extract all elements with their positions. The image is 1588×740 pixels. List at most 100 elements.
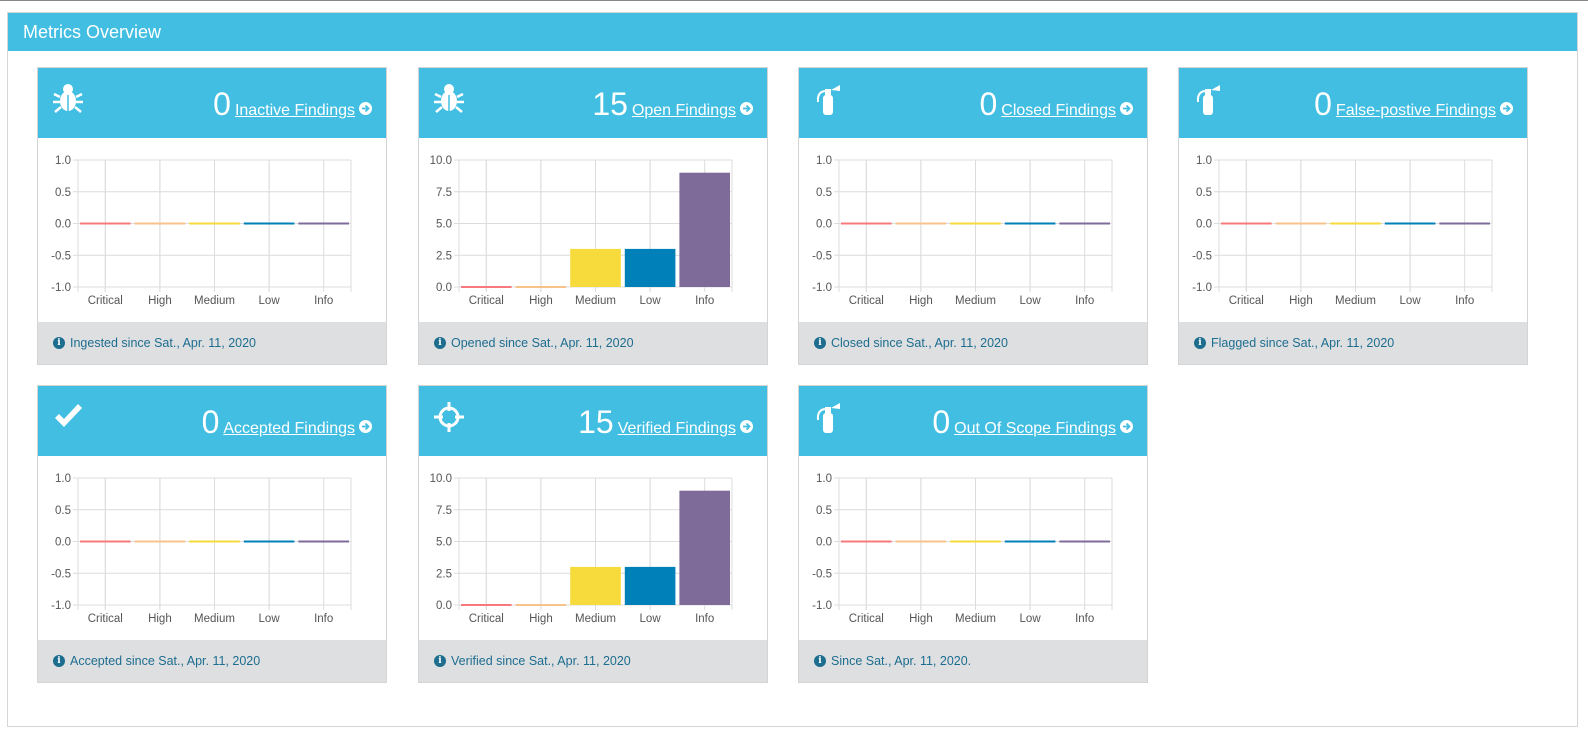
findings-link-label: False-postive Findings	[1335, 102, 1496, 119]
y-tick-label: 2.5	[436, 250, 452, 262]
footer-text: Ingested since Sat., Apr. 11, 2020	[70, 336, 257, 350]
bar-high[interactable]	[1275, 222, 1327, 225]
bar-critical[interactable]	[80, 222, 131, 225]
bar-low[interactable]	[624, 248, 676, 287]
y-tick-label: -1.0	[812, 600, 832, 612]
bar-info[interactable]	[679, 490, 730, 605]
finding-count: 0	[932, 404, 951, 440]
info-circle-icon	[1194, 337, 1206, 349]
x-tick-label: Low	[259, 613, 281, 625]
x-tick-label: Critical	[849, 613, 884, 625]
x-tick-label: High	[148, 295, 172, 307]
arrow-circle-right-icon	[359, 102, 372, 115]
card-header: 0 Out Of Scope Findings	[799, 386, 1147, 456]
card-header: 15 Verified Findings	[419, 386, 767, 456]
bar-medium[interactable]	[189, 222, 240, 225]
bar-medium[interactable]	[570, 248, 621, 287]
bar-critical[interactable]	[841, 540, 892, 543]
y-tick-label: -1.0	[51, 600, 71, 612]
y-tick-label: -0.5	[1192, 250, 1212, 262]
y-tick-label: -0.5	[812, 568, 832, 580]
footer-text: Closed since Sat., Apr. 11, 2020	[831, 336, 1008, 350]
bar-low[interactable]	[1004, 222, 1056, 225]
footer-text: Flagged since Sat., Apr. 11, 2020	[1211, 336, 1395, 350]
findings-link[interactable]: Out Of Scope Findings	[954, 420, 1133, 438]
bar-high[interactable]	[134, 222, 186, 225]
bar-critical[interactable]	[461, 286, 512, 288]
fire-extinguisher-icon	[1196, 84, 1221, 116]
bar-medium[interactable]	[1330, 222, 1381, 225]
info-circle-icon	[814, 337, 826, 349]
bar-critical[interactable]	[461, 604, 512, 606]
bar-high[interactable]	[895, 222, 947, 225]
chart-area: 10.0 7.5 5.0 2.5 0.0 Critical High Medium Low Inf…	[419, 138, 767, 324]
arrow-circle-right-icon	[1120, 420, 1133, 433]
card-footer: Since Sat., Apr. 11, 2020.	[799, 640, 1147, 682]
bar-low[interactable]	[243, 222, 295, 225]
findings-link[interactable]: False-postive Findings	[1336, 102, 1513, 120]
bar-medium[interactable]	[950, 540, 1001, 543]
bar-info[interactable]	[1059, 222, 1110, 225]
findings-link[interactable]: Inactive Findings	[235, 102, 372, 120]
bar-info[interactable]	[1439, 222, 1490, 225]
card-footer: Verified since Sat., Apr. 11, 2020	[419, 640, 767, 682]
bar-low[interactable]	[1004, 540, 1056, 543]
x-tick-label: Medium	[955, 613, 996, 625]
findings-link[interactable]: Open Findings	[632, 102, 753, 120]
y-tick-label: 5.0	[436, 537, 452, 549]
bar-high[interactable]	[515, 286, 567, 288]
bar-medium[interactable]	[950, 222, 1001, 225]
y-tick-label: 0.0	[55, 537, 71, 549]
card-title: 15 Open Findings	[592, 86, 753, 122]
card-header: 0 False-postive Findings	[1179, 68, 1527, 138]
bar-medium[interactable]	[570, 566, 621, 605]
y-tick-label: 0.0	[1196, 219, 1212, 231]
x-tick-label: Info	[1455, 295, 1474, 307]
card-title: 0 Accepted Findings	[202, 404, 372, 440]
metric-card: 15 Open Findings 10.0 7.5 5.0 2.5 0.0 Critical H…	[418, 67, 768, 365]
card-title: 15 Verified Findings	[578, 404, 753, 440]
x-tick-label: Medium	[194, 295, 235, 307]
bar-low[interactable]	[243, 540, 295, 543]
y-tick-label: 0.0	[816, 219, 832, 231]
y-tick-label: 2.5	[436, 568, 452, 580]
bar-low[interactable]	[1384, 222, 1436, 225]
findings-link[interactable]: Accepted Findings	[223, 420, 372, 438]
findings-link[interactable]: Closed Findings	[1001, 102, 1133, 120]
metric-card: 0 Inactive Findings 1.0 0.5 0.0 -0.5 -1.0 Criti…	[37, 67, 387, 365]
bar-low[interactable]	[624, 566, 676, 605]
bug-icon	[52, 82, 84, 114]
severity-bar-chart: 1.0 0.5 0.0 -0.5 -1.0 Critical High Medium Low In…	[51, 155, 352, 307]
bar-info[interactable]	[298, 540, 349, 543]
chart-area: 1.0 0.5 0.0 -0.5 -1.0 Critical High Medium Low In…	[1179, 138, 1527, 324]
bar-high[interactable]	[895, 540, 947, 543]
info-circle-icon	[814, 655, 826, 667]
card-footer: Flagged since Sat., Apr. 11, 2020	[1179, 322, 1527, 364]
bar-high[interactable]	[515, 604, 567, 606]
findings-link[interactable]: Verified Findings	[618, 420, 753, 438]
finding-count: 0	[1314, 86, 1332, 122]
finding-count: 15	[592, 86, 628, 122]
bar-critical[interactable]	[841, 222, 892, 225]
card-title: 0 False-postive Findings	[1314, 86, 1513, 122]
bar-info[interactable]	[298, 222, 349, 225]
x-tick-label: Critical	[469, 295, 504, 307]
bar-critical[interactable]	[80, 540, 131, 543]
info-circle-icon	[53, 337, 65, 349]
bar-info[interactable]	[679, 172, 730, 287]
footer-text: Accepted since Sat., Apr. 11, 2020	[70, 654, 261, 668]
card-footer: Opened since Sat., Apr. 11, 2020	[419, 322, 767, 364]
bar-high[interactable]	[134, 540, 186, 543]
bar-medium[interactable]	[189, 540, 240, 543]
fire-extinguisher-icon	[816, 402, 841, 434]
x-tick-label: Critical	[469, 613, 504, 625]
x-tick-label: High	[148, 613, 172, 625]
metric-card: 0 Out Of Scope Findings 1.0 0.5 0.0 -0.5 -1.0 C…	[798, 385, 1148, 683]
y-tick-label: -1.0	[812, 282, 832, 294]
x-tick-label: High	[529, 295, 553, 307]
bar-critical[interactable]	[1221, 222, 1272, 225]
finding-count: 0	[213, 86, 231, 122]
bar-info[interactable]	[1059, 540, 1110, 543]
x-tick-label: Medium	[575, 613, 616, 625]
card-header: 0 Inactive Findings	[38, 68, 386, 138]
